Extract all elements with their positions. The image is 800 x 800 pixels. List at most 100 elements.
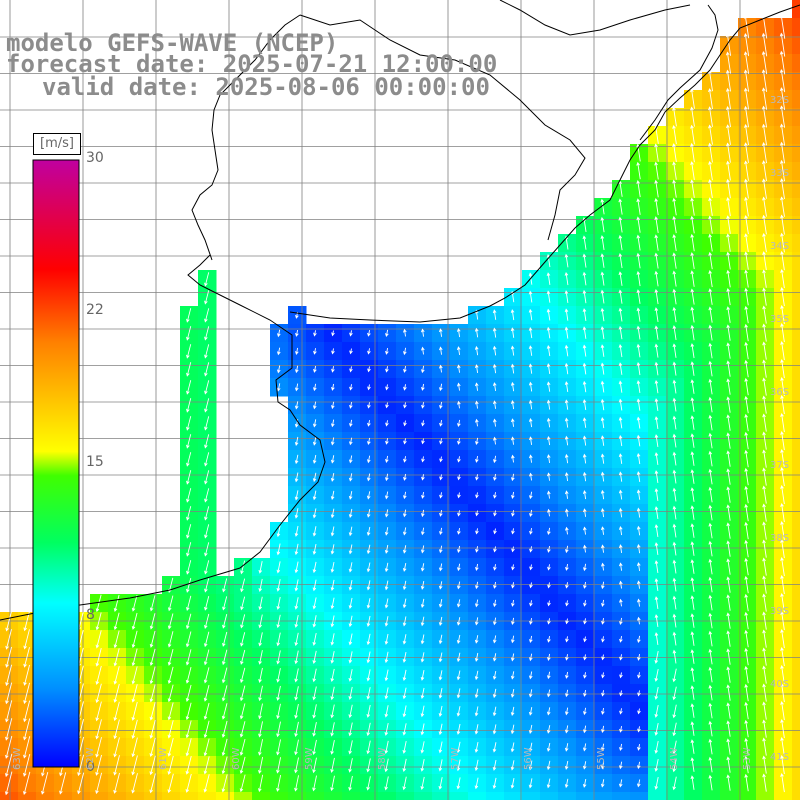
wind-cell xyxy=(738,792,757,800)
wind-arrow xyxy=(77,754,85,777)
wind-cell xyxy=(90,792,109,800)
wind-arrow xyxy=(457,492,461,499)
wind-arrow xyxy=(95,701,102,722)
wind-arrow xyxy=(511,510,515,517)
wind-arrow xyxy=(654,161,659,180)
wind-arrow xyxy=(601,599,605,607)
wind-arrow xyxy=(402,669,407,682)
wind-arrow xyxy=(762,467,767,486)
wind-arrow xyxy=(600,326,605,340)
wind-arrow xyxy=(510,363,515,374)
wind-arrow xyxy=(636,452,641,465)
wind-arrow xyxy=(600,508,605,518)
wind-arrow xyxy=(420,741,425,754)
wind-arrow xyxy=(637,672,641,679)
wind-cell xyxy=(36,792,55,800)
wind-arrow xyxy=(636,416,641,429)
wind-arrow xyxy=(619,726,623,733)
lat-label: 33S xyxy=(770,168,790,179)
wind-arrow xyxy=(546,435,551,446)
wind-arrow xyxy=(690,505,695,520)
wind-arrow xyxy=(276,579,281,592)
wind-arrow xyxy=(384,687,389,700)
wind-arrow xyxy=(348,615,353,628)
wind-arrow xyxy=(348,633,353,646)
wind-arrow xyxy=(726,684,731,701)
lat-label: 34S xyxy=(770,241,790,252)
wind-arrow xyxy=(403,328,407,337)
wind-arrow xyxy=(421,346,425,355)
wind-arrow xyxy=(546,707,551,716)
wind-cell xyxy=(108,792,127,800)
wind-arrow xyxy=(312,508,317,519)
wind-arrow xyxy=(654,234,659,251)
wind-arrow xyxy=(510,381,515,392)
wind-arrow xyxy=(367,402,371,409)
wind-arrow xyxy=(565,545,569,554)
wind-arrow xyxy=(185,720,192,739)
wind-arrow xyxy=(276,365,281,374)
wind-arrow xyxy=(366,562,371,573)
wind-arrow xyxy=(636,779,641,788)
wind-arrow xyxy=(492,327,497,338)
wind-arrow xyxy=(762,575,767,594)
wind-arrow xyxy=(762,323,767,342)
coastline-argentina xyxy=(0,254,326,621)
wind-arrow xyxy=(348,526,353,537)
wind-arrow xyxy=(23,736,31,759)
wind-arrow xyxy=(744,449,749,468)
wind-arrow xyxy=(403,438,407,445)
wind-arrow xyxy=(456,723,461,735)
wind-arrow xyxy=(654,759,659,772)
wind-arrow xyxy=(619,617,623,626)
wind-arrow xyxy=(690,541,695,556)
wind-arrow xyxy=(582,435,587,446)
wind-arrow xyxy=(582,453,587,464)
wind-arrow xyxy=(258,650,263,665)
wind-arrow xyxy=(420,563,425,572)
wind-arrow xyxy=(131,595,138,612)
wind-arrow xyxy=(149,773,156,794)
wind-arrow xyxy=(780,700,785,721)
wind-cell xyxy=(126,792,145,800)
wind-arrow xyxy=(761,14,768,39)
wind-arrow xyxy=(546,778,551,789)
wind-arrow xyxy=(654,506,659,520)
wind-arrow xyxy=(708,702,713,719)
wind-arrow xyxy=(636,525,641,536)
wind-arrow xyxy=(330,686,335,701)
wind-arrow xyxy=(493,581,497,589)
wind-arrow xyxy=(708,612,713,629)
wind-arrow xyxy=(456,741,461,754)
wind-arrow xyxy=(402,687,407,700)
wind-arrow xyxy=(618,380,623,393)
wind-arrow xyxy=(780,646,785,667)
wind-cell xyxy=(792,432,800,451)
wind-arrow xyxy=(221,774,228,793)
wind-arrow xyxy=(312,686,317,701)
wind-arrow xyxy=(475,400,479,409)
wind-arrow xyxy=(780,448,785,469)
wind-arrow xyxy=(186,506,192,521)
wind-arrow xyxy=(204,362,210,377)
wind-arrow xyxy=(779,123,786,146)
wind-arrow xyxy=(528,760,533,771)
wind-arrow xyxy=(367,330,371,337)
wind-arrow xyxy=(149,648,156,667)
wind-arrow xyxy=(167,595,174,612)
wind-arrow xyxy=(5,700,13,723)
wind-arrow xyxy=(529,653,533,662)
wind-arrow xyxy=(384,580,389,591)
wind-arrow xyxy=(439,420,443,427)
wind-arrow xyxy=(420,705,425,718)
wind-arrow xyxy=(529,528,533,535)
wind-arrow xyxy=(744,395,749,414)
wind-arrow xyxy=(330,757,335,773)
wind-arrow xyxy=(113,648,120,667)
wind-arrow xyxy=(744,178,749,199)
wind-arrow xyxy=(690,379,695,394)
wind-arrow xyxy=(583,672,587,679)
wind-arrow xyxy=(439,509,443,517)
wind-arrow xyxy=(708,270,713,288)
wind-arrow xyxy=(276,596,281,610)
